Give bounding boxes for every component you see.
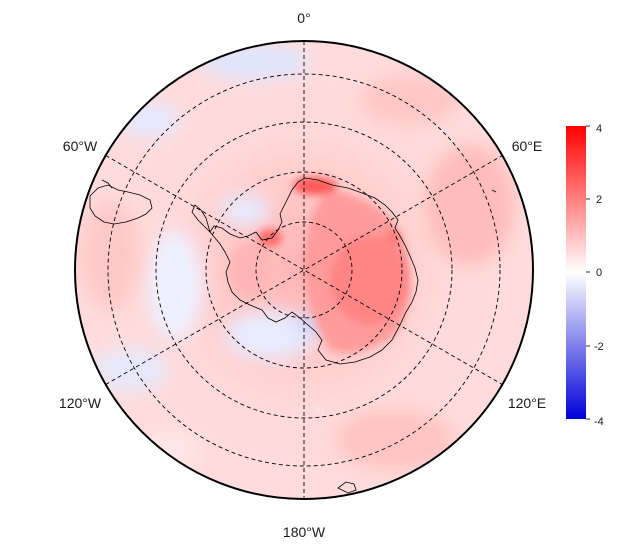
colorbar-label-0: 0 [596, 267, 602, 279]
colorbar-label-neg2: -2 [594, 341, 604, 353]
lon-label-60w: 60°W [63, 138, 98, 154]
continent-warming [228, 177, 411, 353]
antarctic-peninsula [191, 204, 211, 234]
east-antarctica-core [330, 235, 410, 325]
cool-patch-west [147, 230, 203, 340]
field-base [75, 41, 533, 499]
lon-label-120w: 120°W [59, 395, 102, 411]
kerguelen-island [491, 189, 497, 193]
pale-patch-s [140, 430, 200, 470]
lat-ring-1 [255, 221, 353, 319]
anomaly-field [75, 41, 533, 499]
colorbar-label-neg4: -4 [594, 416, 604, 428]
south-america-coast [101, 179, 113, 189]
lat-ring-3 [155, 121, 453, 419]
new-zealand-island [337, 481, 357, 494]
west-antarctica-warm [228, 242, 272, 298]
cool-patch-nw [120, 102, 180, 138]
colorbar-label-2: 2 [596, 194, 602, 206]
lon-label-120e: 120°E [508, 395, 546, 411]
warm-patch-east [425, 145, 515, 265]
cool-patch-weddell [220, 194, 270, 226]
warm-patch-south [335, 410, 455, 470]
lat-ring-4 [107, 73, 501, 467]
warm-anomaly-patches [80, 75, 515, 470]
south-america-tip [89, 184, 153, 225]
lat-ring-2 [205, 171, 403, 369]
ring-label: 30 [312, 405, 324, 417]
colorbar-label-4: 4 [596, 123, 602, 135]
lon-label-180w: 180°W [283, 524, 326, 540]
lon-label-60e: 60°E [512, 138, 543, 154]
colorbar-ramp [566, 126, 586, 419]
cool-patch-ross [225, 310, 315, 360]
lon-label-0: 0° [297, 10, 310, 26]
map-outline [74, 40, 534, 500]
colorbar: 4 2 0 -2 -4 [566, 123, 604, 428]
meridian-120w-60e [105, 155, 503, 385]
warm-patch-west [80, 200, 140, 310]
meridian-60w-120e [105, 155, 503, 385]
warm-patch-ne [360, 75, 460, 125]
graticule [105, 41, 503, 499]
